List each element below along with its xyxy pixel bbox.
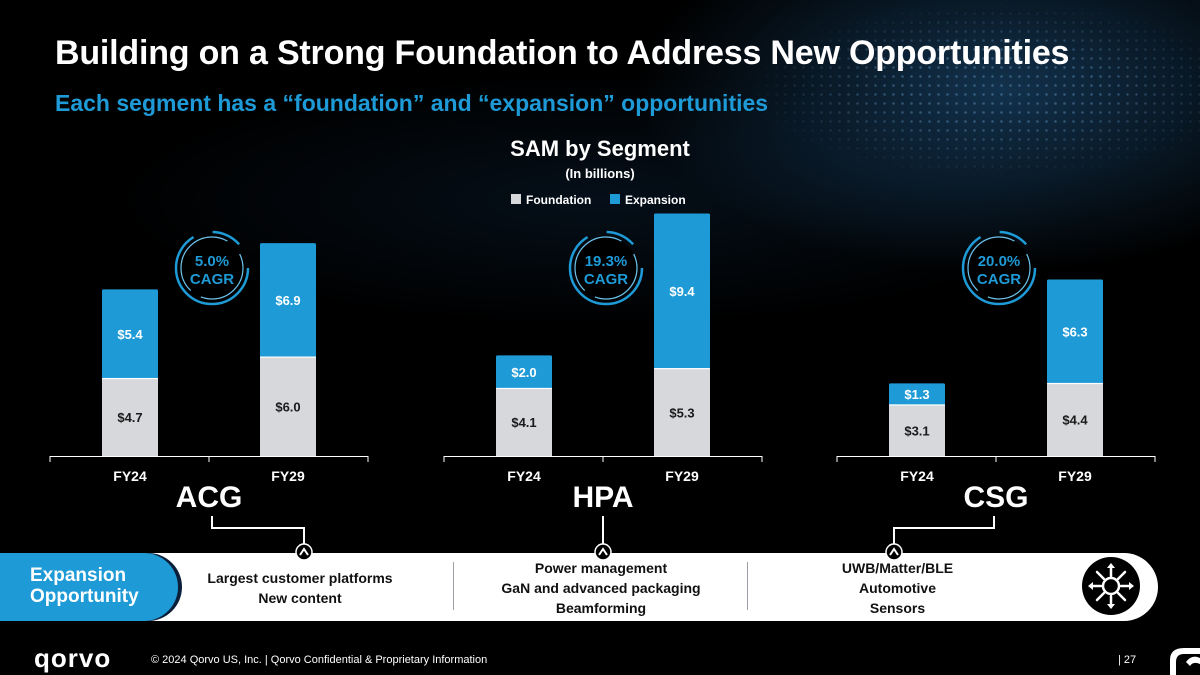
data-label-foundation-csg-fy24: $3.1 [904,423,929,438]
expansion-item: Beamforming [555,600,647,616]
data-label-expansion-acg-fy29: $6.9 [275,293,300,308]
expansion-strip [0,553,1158,621]
cagr-label-hpa: CAGR [584,271,628,288]
bar-foundation-acg-fy29 [260,357,316,456]
connector-chevron-hpa [597,543,609,545]
legend-label-foundation: Foundation [526,193,591,207]
expansion-column-csg: UWB/Matter/BLE Automotive Sensors [765,560,1030,616]
legend-swatch-foundation [511,194,521,204]
expansion-opportunity-tab [0,553,178,621]
connector-chevron-acg [298,543,310,545]
data-label-expansion-csg-fy29: $6.3 [1062,324,1087,339]
column-divider [453,562,454,610]
bracket-connector-acg [211,516,305,544]
page-subtitle: Each segment has a “foundation” and “exp… [55,90,769,116]
expansion-item: Power management [534,560,668,576]
chart-title: SAM by Segment [510,136,690,161]
chart-legend: Foundation Expansion [511,193,686,207]
cagr-label-csg: CAGR [977,271,1021,288]
bar-expansion-hpa-fy29 [654,213,710,369]
expansion-item: Largest customer platforms [207,570,393,586]
bar-foundation-csg-fy29 [1047,383,1103,456]
chart-subtitle: (In billions) [565,166,634,181]
bar-separator [496,387,552,390]
expansion-column-acg: Largest customer platforms New content [185,560,415,616]
bar-separator [889,404,945,406]
expansion-item: UWB/Matter/BLE [841,560,954,576]
bracket-connector-csg [893,516,995,544]
cagr-value-hpa: 19.3% [585,253,628,270]
tick-label-acg-fy24: FY24 [113,468,147,484]
page-title: Building on a Strong Foundation to Addre… [55,34,1070,72]
bar-expansion-csg-fy29 [1047,279,1103,384]
expansion-column-hpa: Power management GaN and advanced packag… [470,560,732,616]
expansion-opportunity-label: Expansion Opportunity [30,565,170,607]
tick-label-csg-fy24: FY24 [900,468,934,484]
bar-expansion-csg-fy24 [889,383,945,405]
bar-expansion-acg-fy24 [102,289,158,379]
segment-label-hpa: HPA [572,481,633,514]
connector-chevron-csg [888,543,900,545]
bar-separator [260,356,316,358]
data-label-foundation-hpa-fy24: $4.1 [511,415,536,430]
cagr-ring-inner [574,236,638,300]
bar-foundation-acg-fy24 [102,378,158,456]
copyright-text: © 2024 Qorvo US, Inc. | Qorvo Confidenti… [151,654,488,666]
tick-label-csg-fy29: FY29 [1058,468,1092,484]
expansion-item: Sensors [869,600,926,616]
bar-foundation-hpa-fy29 [654,368,710,456]
data-label-foundation-acg-fy29: $6.0 [275,400,300,415]
column-divider [747,562,748,610]
data-label-expansion-hpa-fy24: $2.0 [511,365,536,380]
data-label-expansion-hpa-fy29: $9.4 [669,284,695,299]
group-acg: $4.7 $5.4 FY24 $6.0 $6.9 FY29 ACG 5.0%CAGR [49,230,369,544]
expansion-item: GaN and advanced packaging [501,580,701,596]
cagr-badge-hpa: 19.3%CAGR [568,230,644,306]
expansion-item: Automotive [859,580,936,596]
segment-label-csg: CSG [963,481,1028,514]
background-dot-pattern [520,0,1200,230]
bar-expansion-acg-fy29 [260,243,316,357]
sam-by-segment-chart: SAM by Segment (In billions) Foundation E… [49,136,1156,545]
expansion-label-line2: Opportunity [30,586,139,607]
qorvo-logo: qorvo [34,643,112,673]
cagr-label-acg: CAGR [190,271,234,288]
cagr-value-acg: 5.0% [195,253,229,270]
tick-label-hpa-fy29: FY29 [665,468,699,484]
bar-separator [1047,382,1103,385]
bar-foundation-hpa-fy24 [496,388,552,456]
data-label-foundation-hpa-fy29: $5.3 [669,405,694,420]
tick-label-acg-fy29: FY29 [271,468,305,484]
network-hub-icon [1082,557,1140,615]
data-label-foundation-csg-fy29: $4.4 [1062,413,1088,428]
qorvo-corner-mark-icon [1170,648,1200,675]
cagr-ring-outer [961,230,1037,306]
data-label-foundation-acg-fy24: $4.7 [117,410,142,425]
bar-expansion-hpa-fy24 [496,355,552,389]
bar-separator [102,377,158,380]
cagr-badge-csg: 20.0%CAGR [961,230,1037,306]
data-label-expansion-csg-fy24: $1.3 [904,387,929,402]
bar-foundation-csg-fy24 [889,404,945,456]
bar-separator [654,368,710,370]
page-number: | 27 [1118,654,1137,666]
legend-label-expansion: Expansion [625,193,686,207]
chart-groups: $4.7$5.4FY24$6.0$6.9FY29ACG5.0%CAGR$4.1$… [49,213,1156,545]
cagr-ring-outer [174,230,250,306]
cagr-ring-inner [180,236,244,300]
expansion-label-line1: Expansion [30,565,127,586]
cagr-value-csg: 20.0% [978,253,1021,270]
cagr-ring-outer [568,230,644,306]
group-hpa: $4.1 $2.0 FY24 $5.3 $9.4 FY29 HPA 19.3%CAGR [443,213,763,544]
segment-label-acg: ACG [176,481,243,514]
group-csg: $3.1 $1.3 FY24 $4.4 $6.3 FY29 CSG 20.0%CAGR [836,230,1156,544]
expansion-item: New content [258,590,342,606]
data-label-expansion-acg-fy24: $5.4 [117,327,143,342]
tick-label-hpa-fy24: FY24 [507,468,541,484]
cagr-ring-inner [967,236,1031,300]
legend-swatch-expansion [610,194,620,204]
cagr-badge-acg: 5.0%CAGR [174,230,250,306]
